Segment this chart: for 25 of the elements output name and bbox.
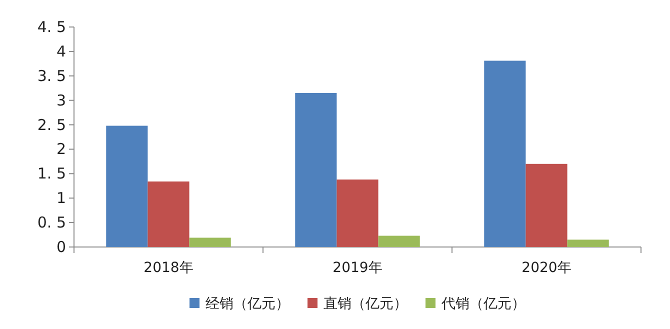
bar [484, 60, 526, 247]
y-tick-label: 1 [56, 189, 66, 208]
y-tick-label: 2. 5 [37, 116, 66, 134]
y-tick-label: 2 [56, 140, 66, 158]
y-tick-label: 4. 5 [37, 18, 66, 36]
bar [295, 93, 337, 247]
bar [526, 164, 568, 247]
legend-label: 代销（亿元） [440, 296, 526, 312]
bar [378, 236, 420, 247]
y-tick-label: 0. 5 [37, 214, 66, 232]
bar [106, 126, 148, 247]
bar [336, 180, 378, 247]
legend-label: 直销（亿元） [324, 296, 408, 312]
legend-label: 经销（亿元） [206, 296, 290, 312]
bar [189, 238, 231, 247]
y-tick-label: 3. 5 [37, 66, 66, 85]
y-tick-label: 4 [56, 42, 66, 60]
x-tick-label: 2020年 [522, 260, 572, 276]
y-tick-label: 1. 5 [37, 164, 66, 183]
x-tick-label: 2018年 [144, 260, 194, 276]
y-tick-label: 3 [56, 91, 66, 110]
bar [148, 181, 190, 247]
y-tick-label: 0 [56, 238, 66, 256]
x-tick-label: 2019年 [332, 260, 382, 276]
bar [567, 240, 609, 247]
